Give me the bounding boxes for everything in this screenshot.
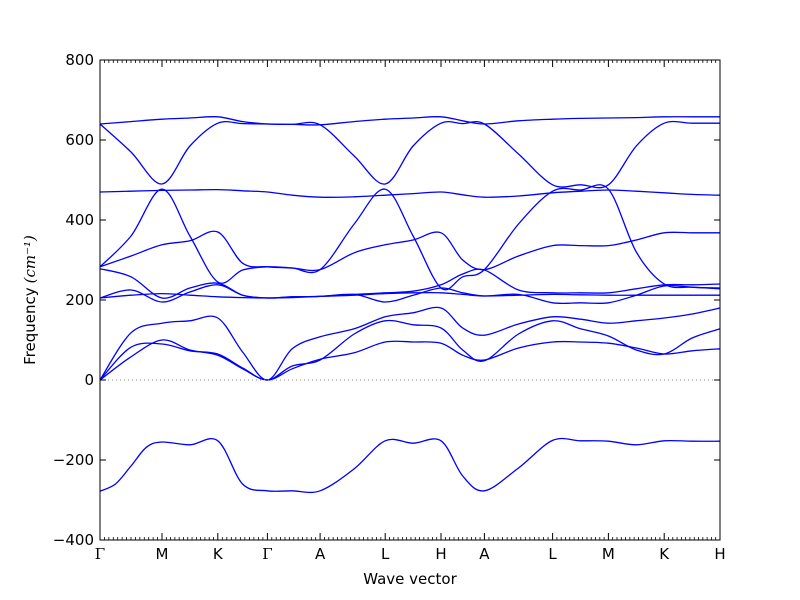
y-axis-label-unit: (cm⁻¹) (21, 235, 39, 283)
y-tick-label: 0 (84, 371, 94, 389)
series-line-3 (99, 319, 721, 381)
x-tick-label: Γ (95, 545, 105, 563)
series-line-9 (99, 184, 721, 291)
x-tick-label: H (714, 545, 725, 563)
y-tick-label: 200 (65, 291, 94, 309)
series-line-1 (99, 437, 721, 494)
x-tick-label: M (156, 545, 169, 563)
series-line-12 (99, 116, 720, 126)
series-line-8 (99, 230, 720, 272)
y-axis-label-main: Frequency (21, 287, 39, 365)
y-tick-label: −400 (53, 531, 94, 549)
x-tick-label: K (213, 545, 224, 563)
x-tick-label: A (315, 545, 326, 563)
series-line-4 (99, 306, 721, 381)
x-tick-label: M (602, 545, 615, 563)
x-tick-label: Γ (262, 545, 272, 563)
series-layer (99, 116, 721, 494)
series-line-11 (99, 120, 720, 189)
x-tick-label: L (548, 545, 557, 563)
series-line-2 (99, 339, 721, 381)
series-line-5 (99, 291, 720, 299)
x-axis-label: Wave vector (363, 570, 457, 588)
series-line-10 (99, 188, 721, 198)
series-line-6 (99, 284, 721, 305)
y-tick-label: −200 (53, 451, 94, 469)
y-tick-label: 800 (65, 51, 94, 69)
x-tick-label: A (479, 545, 490, 563)
y-axis-ticks: −400 −200 0 200 400 600 800 (53, 51, 720, 549)
series-line-7 (99, 268, 721, 299)
x-tick-label: H (435, 545, 446, 563)
y-tick-label: 600 (65, 131, 94, 149)
y-tick-label: 400 (65, 211, 94, 229)
y-axis-label: Frequency (cm⁻¹) (21, 235, 39, 365)
x-tick-label: K (659, 545, 670, 563)
x-tick-label: L (381, 545, 390, 563)
